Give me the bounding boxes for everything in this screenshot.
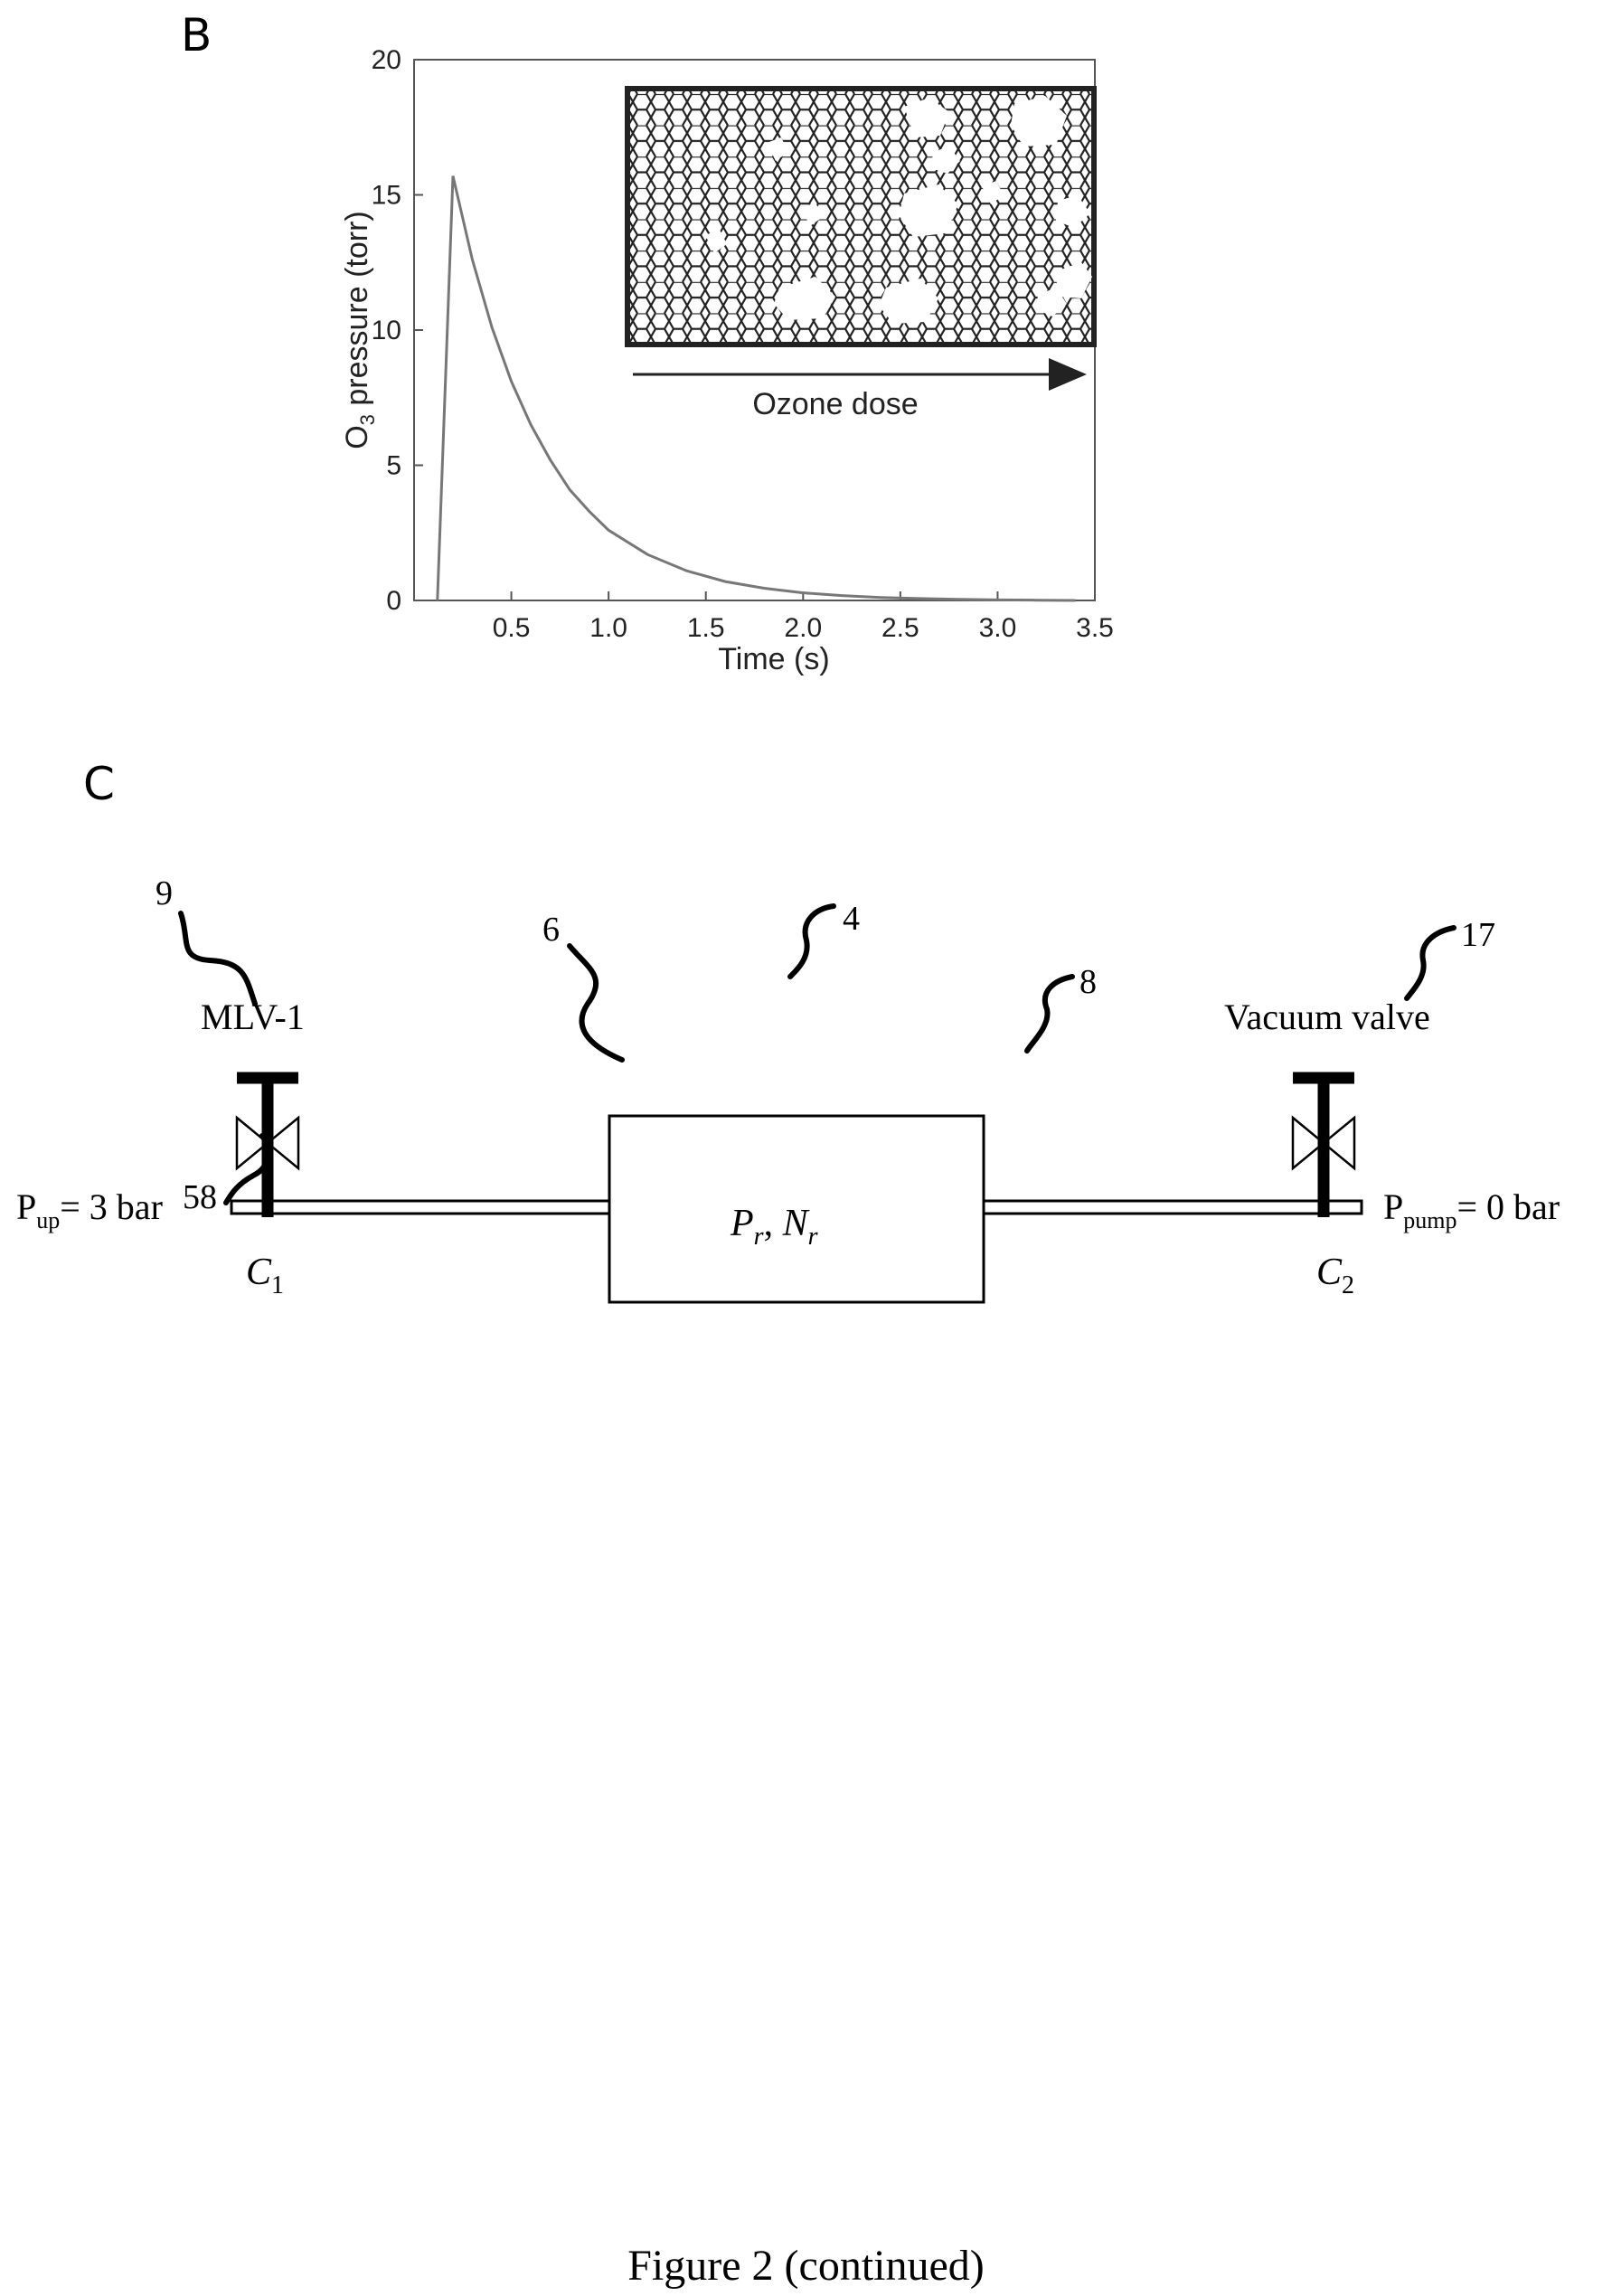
x-tick-label: 2.0 bbox=[784, 613, 822, 643]
y-tick-label: 5 bbox=[386, 451, 401, 481]
leader-9 bbox=[181, 913, 255, 1004]
x-tick-label: 2.5 bbox=[881, 613, 919, 643]
x-tick-label: 0.5 bbox=[493, 613, 531, 643]
vacuum-valve-label: Vacuum valve bbox=[1224, 997, 1430, 1037]
mlv-label: MLV-1 bbox=[201, 997, 305, 1037]
y-tick-label: 20 bbox=[372, 45, 401, 75]
ref-58: 58 bbox=[183, 1178, 217, 1216]
ref-9: 9 bbox=[156, 874, 173, 912]
y-tick-label: 10 bbox=[372, 316, 401, 345]
left-pipe bbox=[231, 1201, 609, 1214]
c1-label: C1 bbox=[246, 1252, 284, 1299]
p-up-label: Pup= 3 bar bbox=[16, 1186, 163, 1233]
graphene-inset bbox=[627, 89, 1094, 345]
ref-8: 8 bbox=[1079, 963, 1097, 1001]
ref-4: 4 bbox=[843, 900, 860, 938]
chamber-label: Pr, Nr bbox=[730, 1203, 818, 1251]
ozone-dose-label: Ozone dose bbox=[752, 387, 918, 421]
x-tick-label: 3.5 bbox=[1076, 613, 1114, 643]
figure-caption: Figure 2 (continued) bbox=[0, 2241, 1612, 2291]
leader-8 bbox=[1027, 977, 1072, 1051]
x-axis-label: Time (s) bbox=[718, 642, 829, 676]
leader-6 bbox=[570, 946, 622, 1060]
x-tick-label: 3.0 bbox=[979, 613, 1017, 643]
x-tick-label: 1.5 bbox=[687, 613, 725, 643]
c2-label: C2 bbox=[1316, 1252, 1354, 1299]
p-pump-label: Ppump= 0 bar bbox=[1383, 1186, 1560, 1233]
reactor-diagram: 9 6 4 8 17 58 MLV-1 Vacuum valve Pup= 3 … bbox=[0, 850, 1612, 1320]
panel-c-letter: C bbox=[83, 758, 115, 810]
leader-17 bbox=[1407, 928, 1454, 998]
leader-4 bbox=[790, 906, 834, 977]
y-tick-label: 15 bbox=[372, 181, 401, 211]
y-axis-label: O3 pressure (torr) bbox=[340, 211, 379, 449]
vacuum-valve bbox=[1293, 1076, 1354, 1217]
mlv-valve bbox=[237, 1076, 298, 1217]
ozone-pressure-chart: 0.5 1.0 1.5 2.0 2.5 3.0 3.5 0 5 10 15 20 Ozone dos… bbox=[0, 0, 1612, 705]
y-tick-label: 0 bbox=[386, 586, 401, 616]
right-pipe bbox=[984, 1201, 1362, 1214]
ref-6: 6 bbox=[542, 911, 560, 949]
x-tick-label: 1.0 bbox=[589, 613, 627, 643]
ref-17: 17 bbox=[1461, 916, 1495, 954]
